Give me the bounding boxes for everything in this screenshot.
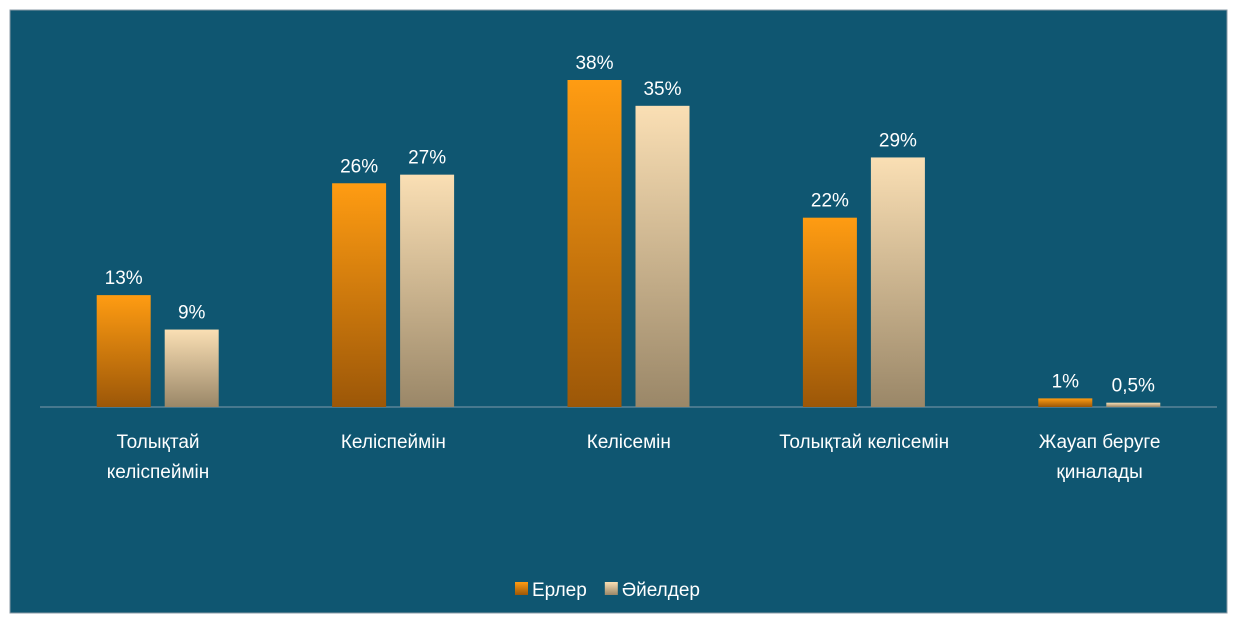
value-label: 35%: [643, 79, 681, 100]
x-tick-label: Толықтай келісемін: [779, 432, 950, 453]
legend-label: Ерлер: [532, 580, 587, 601]
bar: [164, 329, 219, 407]
value-label: 26%: [340, 156, 378, 177]
bar: [332, 183, 387, 407]
bar: [870, 157, 925, 407]
value-label: 0,5%: [1112, 376, 1155, 397]
bar: [400, 174, 455, 407]
x-tick-label: Толықтай келіспеймін: [106, 432, 210, 483]
bar: [802, 217, 857, 407]
bar: [635, 105, 690, 407]
bar: [96, 295, 151, 407]
x-tick-label: Келіспеймін: [340, 432, 446, 453]
legend-swatch: [515, 582, 528, 595]
x-tick-label: Жауап беруге қиналады: [1038, 432, 1161, 483]
legend-label: Әйелдер: [622, 580, 700, 601]
bar: [567, 80, 622, 407]
value-label: 22%: [811, 191, 849, 212]
bar: [1038, 398, 1093, 407]
value-label: 9%: [178, 303, 206, 324]
value-label: 27%: [408, 148, 446, 169]
value-label: 29%: [879, 130, 917, 151]
value-label: 13%: [105, 268, 143, 289]
bar: [1106, 402, 1161, 407]
x-tick-label: Келісемін: [586, 432, 671, 453]
legend-swatch: [604, 582, 618, 595]
value-label: 38%: [575, 53, 613, 74]
value-label: 1%: [1052, 371, 1080, 392]
